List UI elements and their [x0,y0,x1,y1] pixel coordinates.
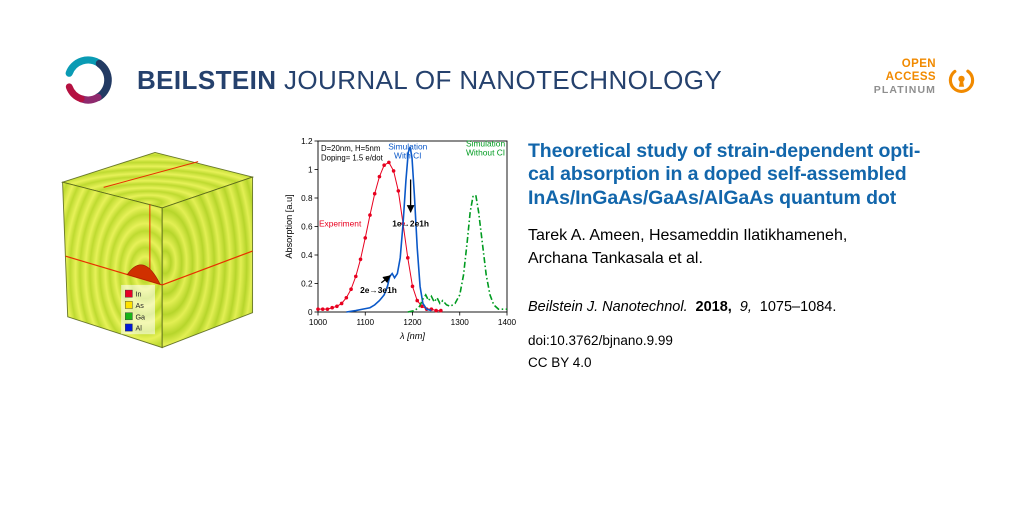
open-access-line2: ACCESS [885,70,936,83]
article-title-line2: cal absorption in a doped self-assembled [528,163,907,186]
article-title-line1: Theoretical study of strain-dependent op… [528,140,921,162]
svg-text:0.6: 0.6 [301,222,313,231]
journal-brand: BEILSTEIN JOURNAL OF NANOTECHNOLOGY [60,48,722,112]
svg-text:1100: 1100 [356,318,374,327]
svg-text:0: 0 [308,308,313,317]
absorption-spectrum-svg: 1000 1100 1200 1300 1400 0 0.2 0.4 0.6 0.8 1 1.2 λ [… [284,137,517,341]
svg-text:0.2: 0.2 [301,279,313,288]
quantum-dot-structure-figure: In As Ga Al [46,136,264,364]
legend-label-as: As [135,302,144,310]
x-axis-label: λ [nm] [399,331,425,341]
transition-arrow [380,275,391,284]
series-simulation-without-ci [407,193,507,313]
article-authors-line2: Archana Tankasala et al. [528,250,703,268]
article-citation: Beilstein J. Nanotechnol. 2018, 9, 1075–… [528,299,980,315]
article-license: CC BY 4.0 [528,354,592,370]
svg-text:1.2: 1.2 [301,137,313,146]
cube-legend-item: Al [125,323,142,333]
chart-annotation-line: Doping= 1.5 e/dot [321,154,384,163]
cube-legend: In As Ga Al [121,284,155,335]
quantum-dot-structure-svg: In As Ga Al [60,151,255,349]
svg-text:1300: 1300 [451,318,470,327]
cube-legend-item: In [125,289,141,299]
open-access-line1: OPEN [901,58,936,70]
quantum-dot-dome [126,264,161,285]
journal-title: BEILSTEIN JOURNAL OF NANOTECHNOLOGY [137,65,722,96]
article-info: Theoretical study of strain-dependent op… [528,140,980,370]
chart-label: Experiment [319,219,362,229]
chart-label: 2e→3e1h [360,285,397,295]
cut-line-top [103,161,199,188]
svg-text:1000: 1000 [309,318,328,327]
cube-right-face [161,176,254,349]
citation-journal: Beilstein J. Nanotechnol. [528,298,688,315]
absorption-chart: 1000 1100 1200 1300 1400 0 0.2 0.4 0.6 0.8 1 1.2 λ [… [282,134,517,344]
legend-label-in: In [135,291,141,299]
open-access-text: OPEN ACCESS PLATINUM [874,58,936,97]
legend-label-al: Al [135,325,142,333]
citation-volume: 9, [739,298,752,315]
citation-pages: 1075–1084. [759,298,837,315]
chart-annotation-line: D=20nm, H=5nm [321,144,380,153]
chart-label: Simulation [466,139,505,149]
cube-legend-item: Ga [125,312,145,321]
svg-text:1200: 1200 [403,318,422,327]
cube-legend-item: As [125,301,144,310]
chart-label: With CI [394,151,421,161]
svg-text:0.8: 0.8 [301,194,313,203]
svg-text:1: 1 [308,165,313,174]
open-access-lock-icon [948,67,975,93]
y-axis-label: Absorption [a.u] [284,194,294,258]
svg-text:1400: 1400 [498,318,516,327]
journal-title-bold: BEILSTEIN [137,64,277,95]
article-title: Theoretical study of strain-dependent op… [528,140,980,210]
open-access-badge: OPEN ACCESS PLATINUM [874,58,980,97]
beilstein-logo-icon [65,56,112,104]
journal-title-rest: JOURNAL OF NANOTECHNOLOGY [284,64,723,95]
article-authors: Tarek A. Ameen, Hesameddin Ilatikhameneh… [528,224,980,270]
article-authors-line1: Tarek A. Ameen, Hesameddin Ilatikhameneh… [528,227,848,245]
series-simulation-with-ci [346,146,432,313]
open-access-line3: PLATINUM [873,83,936,96]
chart-label: Simulation [388,142,427,152]
citation-year: 2018, [695,298,732,315]
legend-label-ga: Ga [135,313,145,321]
article-doi: doi:10.3762/bjnano.9.99 [528,332,673,348]
chart-label: Without CI [466,148,505,158]
article-title-line3: InAs/InGaAs/GaAs/AlGaAs quantum dot [528,186,897,209]
chart-label: 1e→2e1h [392,219,429,229]
wetting-layer-right [161,250,253,286]
svg-text:0.4: 0.4 [301,251,313,260]
